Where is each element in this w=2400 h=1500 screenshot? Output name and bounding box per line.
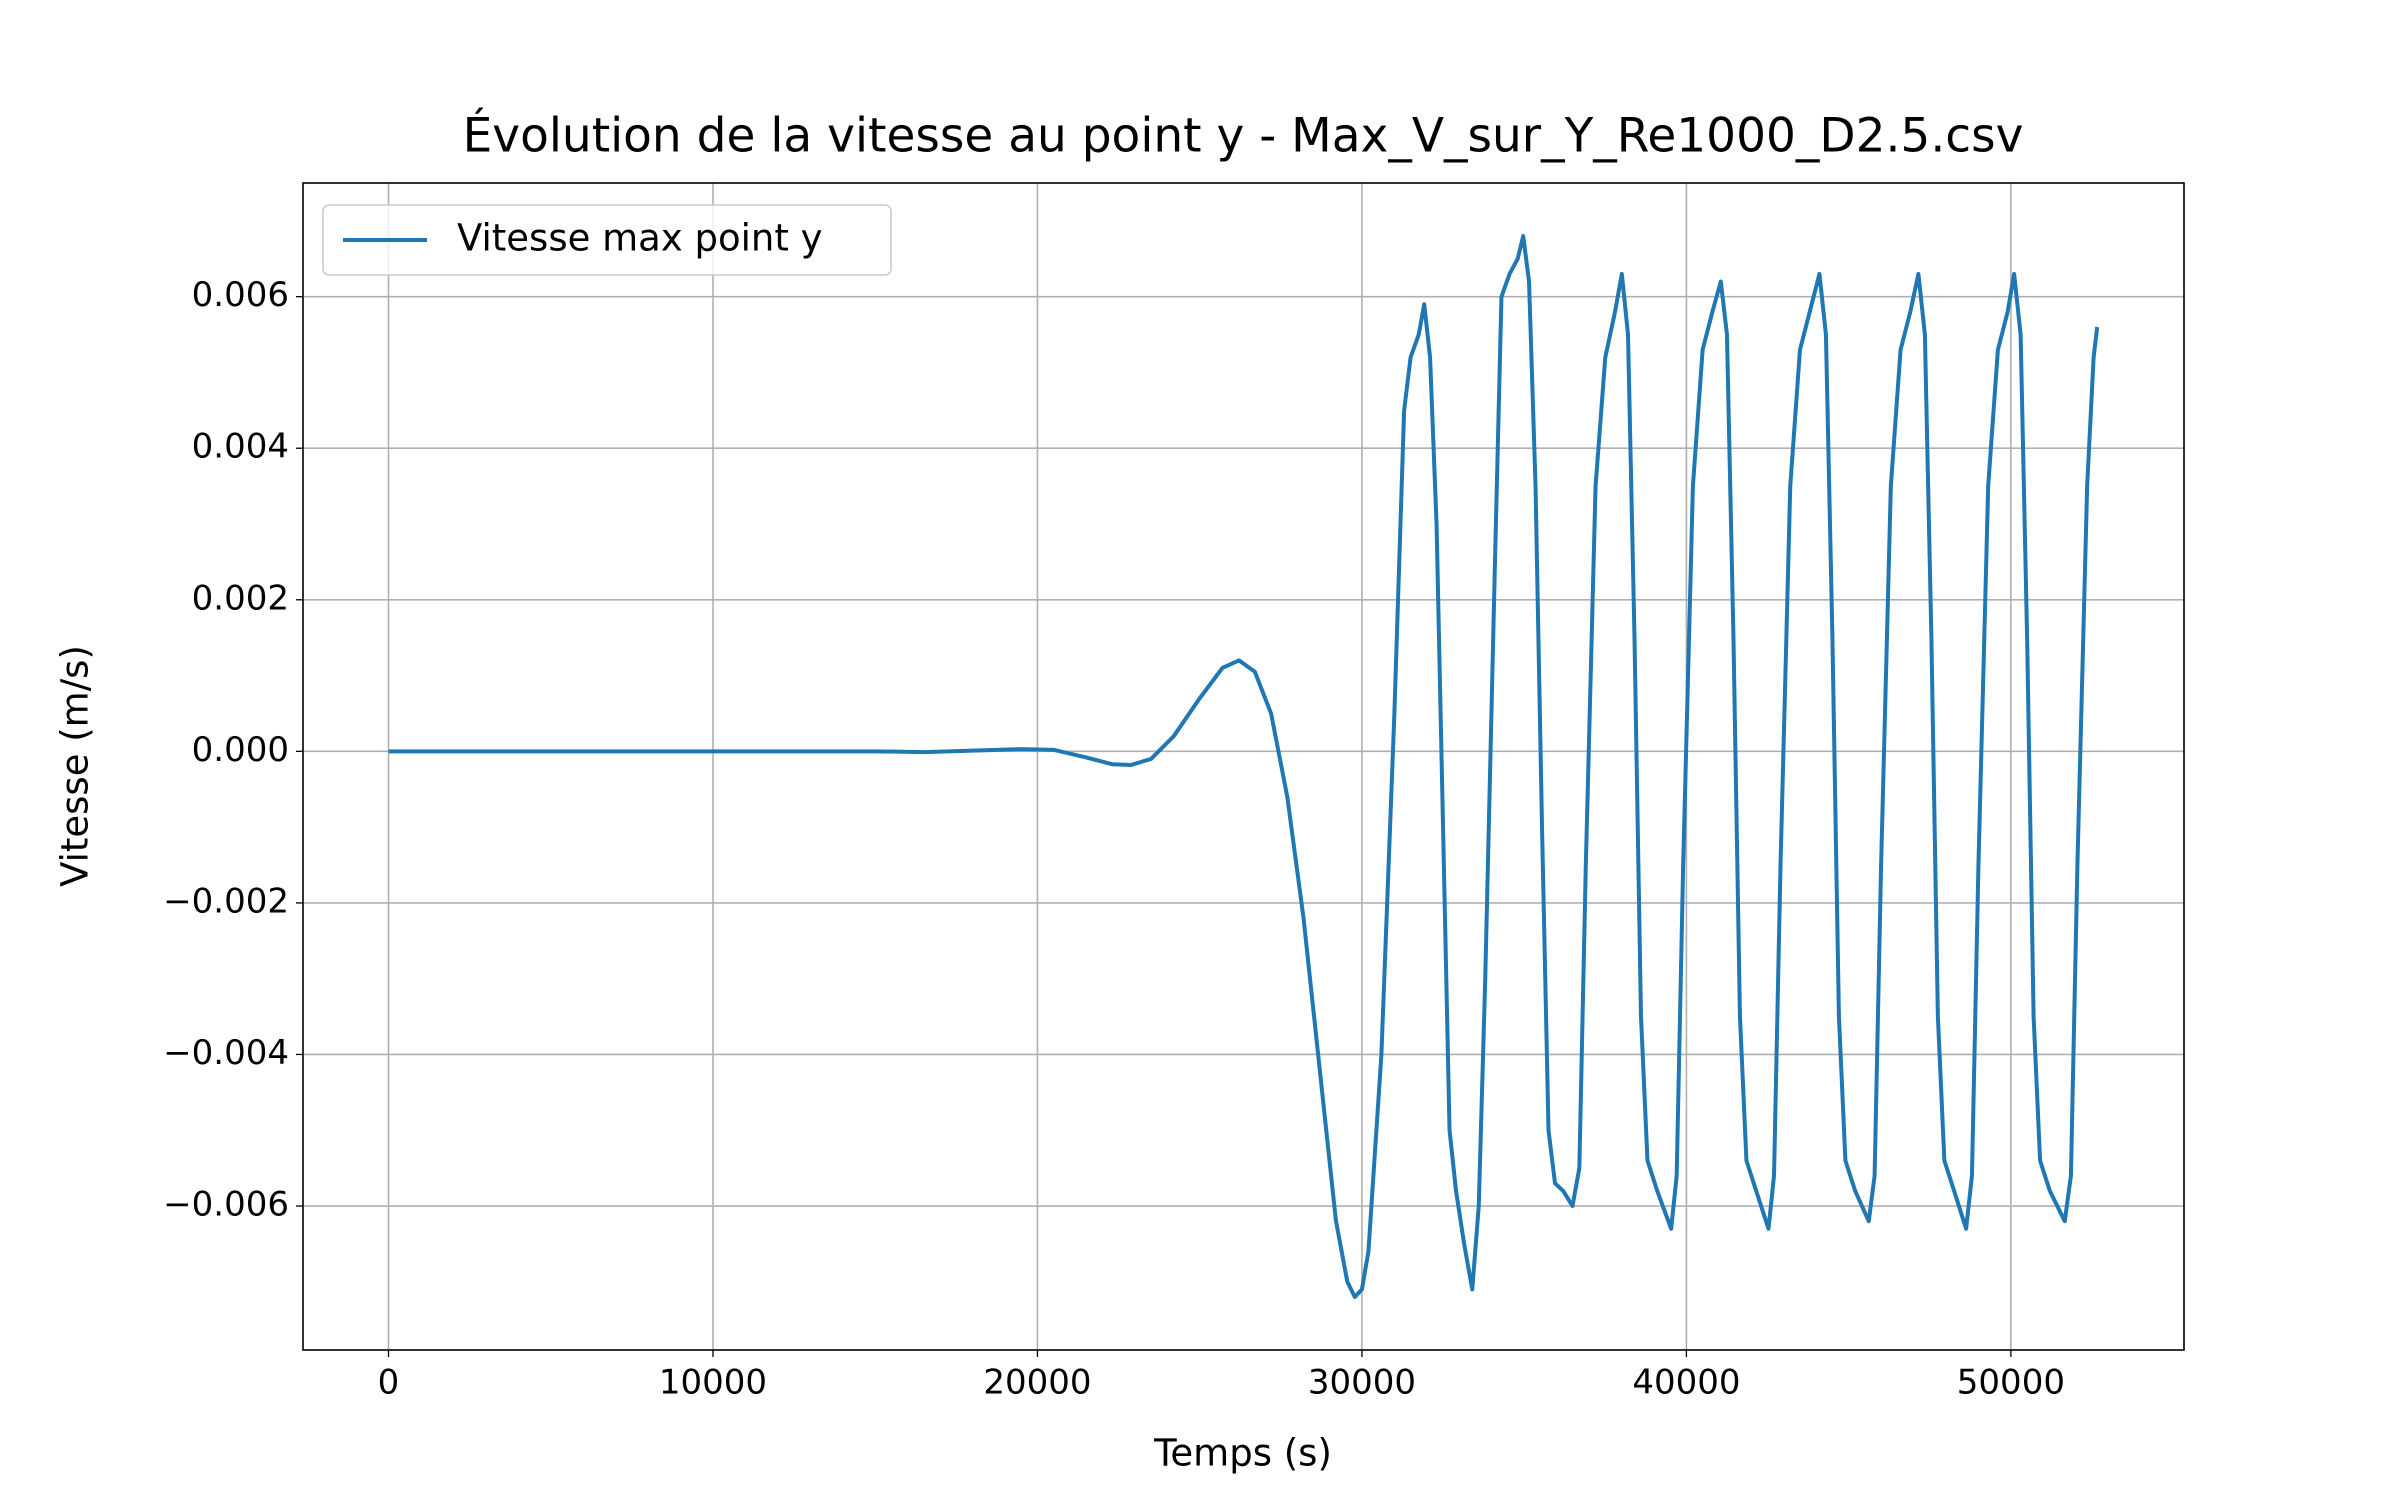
y-tick-label: 0.004 — [192, 427, 289, 467]
y-tick-label: 0.002 — [192, 578, 289, 618]
data-line — [388, 234, 2100, 1299]
y-axis-label: Vitesse (m/s) — [54, 645, 97, 887]
x-tick-label: 0 — [378, 1363, 400, 1403]
x-tick-label: 50000 — [1957, 1363, 2065, 1403]
x-tick-label: 20000 — [983, 1363, 1091, 1403]
legend-label: Vitesse max point y — [457, 217, 823, 260]
y-tick-label: 0.006 — [192, 275, 289, 315]
x-tick-label: 40000 — [1632, 1363, 1740, 1403]
x-axis-label: Temps (s) — [1153, 1432, 1332, 1475]
plot-frame — [302, 182, 2185, 1351]
chart-title: Évolution de la vitesse au point y - Max… — [463, 109, 2024, 164]
x-tick-label: 30000 — [1308, 1363, 1416, 1403]
y-tick-label: −0.002 — [163, 881, 289, 921]
x-tick-label: 10000 — [659, 1363, 767, 1403]
y-tick-label: −0.006 — [163, 1185, 289, 1225]
y-tick-label: 0.000 — [192, 730, 289, 770]
legend-box — [322, 204, 892, 276]
y-tick-label: −0.004 — [163, 1033, 289, 1073]
